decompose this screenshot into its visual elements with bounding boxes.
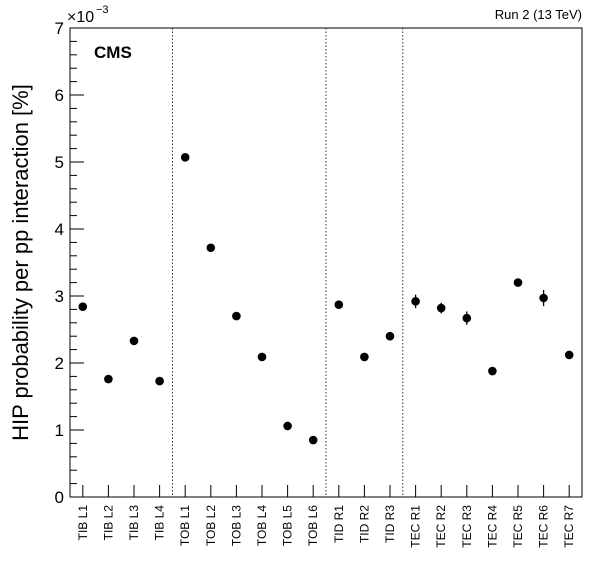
- x-category-label: TID R2: [357, 505, 371, 543]
- x-category-label: TEC R1: [409, 505, 423, 548]
- x-category-label: TEC R5: [511, 505, 525, 548]
- y-tick-label: 2: [55, 354, 64, 373]
- x-category-label: TEC R7: [562, 505, 576, 548]
- y-tick-label: 1: [55, 421, 64, 440]
- data-point: [436, 303, 446, 313]
- y-tick-label: 5: [55, 153, 64, 172]
- data-point: [564, 350, 574, 360]
- data-point: [488, 366, 497, 376]
- x-category-label: TIB L1: [76, 505, 90, 541]
- run-label: Run 2 (13 TeV): [495, 7, 582, 22]
- x-category-label: TIB L2: [101, 505, 115, 541]
- y-tick-label: 7: [55, 19, 64, 38]
- x-category-label: TIB L3: [127, 505, 141, 541]
- data-point: [129, 336, 139, 346]
- data-point: [104, 374, 113, 384]
- data-point: [513, 278, 523, 287]
- data-point: [539, 293, 548, 303]
- y-tick-label: 0: [55, 488, 64, 507]
- x-category-label: TOB L5: [281, 505, 295, 546]
- x-category-label: TOB L2: [204, 505, 218, 546]
- data-point: [232, 311, 241, 321]
- x-category-label: TOB L4: [255, 505, 269, 546]
- data-point: [283, 421, 292, 431]
- data-point: [334, 300, 344, 310]
- x-category-label: TID R1: [332, 505, 346, 543]
- data-point: [206, 243, 216, 253]
- data-point: [180, 153, 190, 162]
- y-tick-label: 3: [55, 287, 64, 306]
- data-point: [155, 376, 164, 386]
- y-tick-label: 6: [55, 86, 64, 105]
- x-category-label: TEC R3: [460, 505, 474, 548]
- y-tick-label: 4: [55, 220, 64, 239]
- y-multiplier-base: ×10: [67, 9, 94, 26]
- data-point: [308, 435, 318, 445]
- x-category-label: TEC R2: [434, 505, 448, 548]
- x-category-label: TOB L1: [178, 505, 192, 546]
- data-point: [257, 352, 267, 362]
- data-point: [411, 297, 420, 306]
- data-point: [462, 313, 472, 323]
- x-category-label: TEC R4: [485, 505, 499, 548]
- x-category-label: TOB L3: [229, 505, 243, 546]
- data-point: [360, 352, 369, 362]
- x-category-label: TOB L6: [306, 505, 320, 546]
- x-category-label: TID R3: [383, 505, 397, 543]
- y-multiplier-exponent: −3: [96, 4, 109, 16]
- x-category-label: TIB L4: [153, 505, 167, 541]
- x-category-label: TEC R6: [537, 505, 551, 548]
- data-point: [78, 302, 88, 312]
- data-point: [385, 331, 395, 341]
- y-axis-label: HIP probability per pp interaction [%]: [8, 84, 33, 441]
- experiment-label: CMS: [94, 43, 132, 62]
